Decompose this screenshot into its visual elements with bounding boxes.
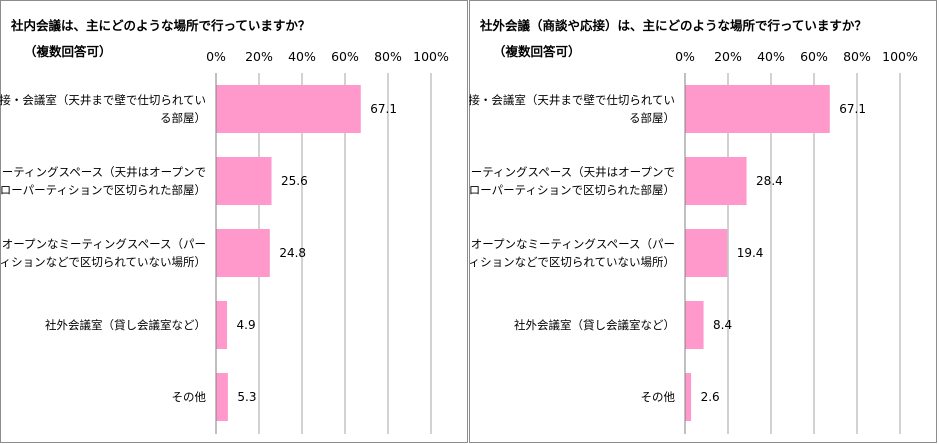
bar: [216, 157, 272, 205]
x-tick-label: 20%: [714, 49, 742, 64]
category-label-line: その他: [172, 390, 207, 404]
chart-internal-meetings: 社内会議は、主にどのような場所で行っていますか？ （複数回答可） 0% 20% 40…: [0, 0, 468, 443]
bar-value-label: 2.6: [701, 390, 720, 404]
x-tick-label: 60%: [331, 49, 359, 64]
category-label-line: オープンなミーティングスペース（パー: [471, 237, 675, 251]
category-label-line: ティションなどで区切られていない場所）: [0, 255, 206, 269]
bar: [216, 85, 361, 133]
bar-value-label: 4.9: [237, 318, 256, 332]
x-tick-label: 80%: [843, 49, 871, 64]
chart-frame: [0, 0, 468, 443]
category-label: 応接・会議室（天井まで壁で仕切られている部屋）: [0, 93, 206, 125]
bar-value-label: 67.1: [370, 102, 397, 116]
category-label-line: 社外会議室（貸し会議室など）: [514, 318, 675, 332]
x-tick-label: 20%: [245, 49, 273, 64]
chart-panel-internal-meetings: 社内会議は、主にどのような場所で行っていますか？ （複数回答可） 0% 20% 40…: [0, 0, 468, 443]
bar-value-label: 67.1: [839, 102, 866, 116]
category-label: 応接・会議室（天井まで壁で仕切られている部屋）: [469, 93, 675, 125]
chart-external-meetings: 社外会議（商談や応接）は、主にどのような場所で行っていますか？ （複数回答可） …: [469, 0, 937, 443]
chart-panel-external-meetings: 社外会議（商談や応接）は、主にどのような場所で行っていますか？ （複数回答可） …: [469, 0, 939, 444]
chart-title: 社外会議（商談や応接）は、主にどのような場所で行っていますか？: [479, 18, 867, 33]
chart-title: 社内会議は、主にどのような場所で行っていますか？: [10, 18, 310, 33]
category-label: オープンなミーティングスペース（パーティションなどで区切られていない場所）: [469, 237, 675, 269]
chart-frame: [469, 0, 937, 443]
category-label-line: ティションなどで区切られていない場所）: [469, 255, 675, 269]
category-label: 社外会議室（貸し会議室など）: [45, 318, 206, 332]
chart-subtitle: （複数回答可）: [493, 44, 581, 59]
category-label-line: ローパーティションで区切られた部屋）: [0, 183, 206, 197]
bar: [216, 373, 228, 421]
bar-value-label: 8.4: [713, 318, 732, 332]
category-label-line: その他: [641, 390, 676, 404]
category-label-line: る部屋）: [629, 111, 675, 125]
category-label-line: る部屋）: [160, 111, 206, 125]
bar-value-label: 19.4: [737, 246, 764, 260]
category-label-line: オープンなミーティングスペース（パー: [2, 237, 206, 251]
bar: [216, 229, 270, 277]
bar: [685, 157, 747, 205]
bar: [685, 229, 728, 277]
x-tick-label: 40%: [757, 49, 785, 64]
category-label-line: 応接・会議室（天井まで壁で仕切られてい: [469, 93, 675, 107]
category-label: その他: [172, 390, 207, 404]
bar: [685, 373, 692, 421]
bar-value-label: 5.3: [237, 390, 256, 404]
category-label: ミーティングスペース（天井はオープンでローパーティションで区切られた部屋）: [469, 165, 675, 197]
bar-value-label: 25.6: [281, 174, 308, 188]
category-label-line: 応接・会議室（天井まで壁で仕切られてい: [0, 93, 206, 107]
category-label-line: ローパーティションで区切られた部屋）: [469, 183, 675, 197]
category-label: その他: [641, 390, 676, 404]
x-tick-label: 100%: [413, 49, 449, 64]
category-label-line: 社外会議室（貸し会議室など）: [45, 318, 206, 332]
bar-value-label: 24.8: [279, 246, 306, 260]
x-tick-label: 100%: [882, 49, 918, 64]
category-label-line: ミーティングスペース（天井はオープンで: [469, 165, 675, 179]
bar-value-label: 28.4: [756, 174, 783, 188]
category-label-line: ミーティングスペース（天井はオープンで: [0, 165, 206, 179]
x-tick-label: 40%: [288, 49, 316, 64]
bar: [685, 85, 830, 133]
bar: [216, 301, 228, 349]
category-label: 社外会議室（貸し会議室など）: [514, 318, 675, 332]
category-label: オープンなミーティングスペース（パーティションなどで区切られていない場所）: [0, 237, 206, 269]
chart-subtitle: （複数回答可）: [24, 44, 112, 59]
x-tick-label: 0%: [675, 49, 695, 64]
x-tick-label: 60%: [800, 49, 828, 64]
x-tick-label: 80%: [374, 49, 402, 64]
x-tick-label: 0%: [206, 49, 226, 64]
bar: [685, 301, 704, 349]
category-label: ミーティングスペース（天井はオープンでローパーティションで区切られた部屋）: [0, 165, 206, 197]
